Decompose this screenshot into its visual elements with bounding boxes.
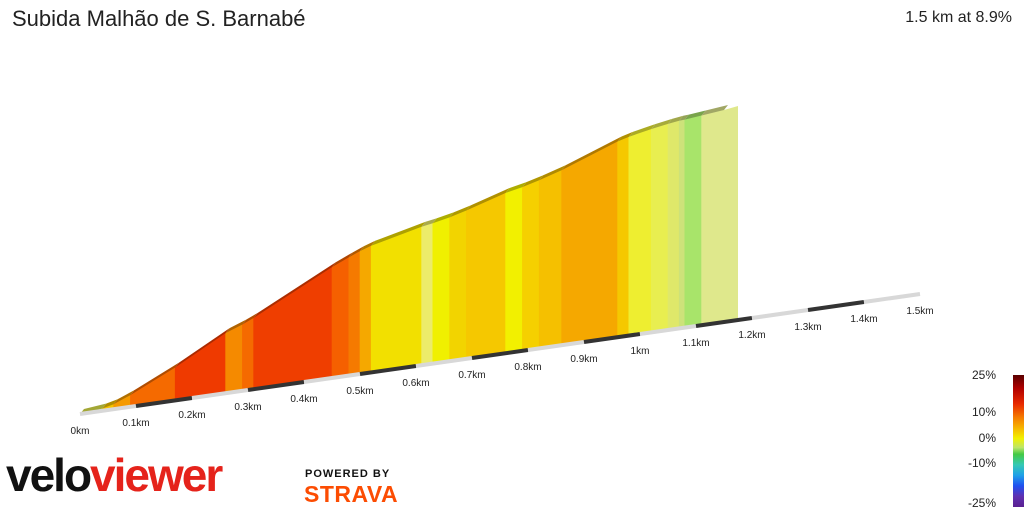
profile-end-face xyxy=(724,106,738,322)
profile-top-edge xyxy=(360,240,376,252)
powered-by-label: POWERED BY xyxy=(305,468,391,480)
segment-title: Subida Malhão de S. Barnabé xyxy=(12,6,306,31)
distance-tick-label: 1.3km xyxy=(794,322,821,333)
profile-top-edge xyxy=(628,124,656,137)
gradient-segment xyxy=(449,210,467,362)
legend-label-max: 25% xyxy=(971,368,996,382)
distance-tick-label: 0km xyxy=(71,426,90,437)
distance-band xyxy=(751,308,809,320)
logo-viewer-text: viewer xyxy=(90,449,223,501)
gradient-segment xyxy=(678,119,686,329)
distance-tick-label: 1.1km xyxy=(682,338,709,349)
gradient-segment xyxy=(650,123,669,333)
distance-tick-label: 1.4km xyxy=(850,314,877,325)
strava-logo[interactable]: STRAVA xyxy=(304,481,399,507)
profile-top-edge xyxy=(449,205,471,218)
distance-band xyxy=(639,324,697,336)
profile-top-edge xyxy=(113,390,135,405)
gradient-segment xyxy=(505,186,523,354)
gradient-segment xyxy=(348,250,361,376)
distance-tick-label: 1km xyxy=(631,346,650,357)
gradient-segment xyxy=(667,120,680,331)
distance-band xyxy=(191,388,249,400)
profile-top-edge xyxy=(684,110,706,120)
gradient-segment xyxy=(242,317,254,392)
distance-tick-label: 1.2km xyxy=(738,330,765,341)
profile-top-edge xyxy=(348,246,364,258)
distance-band xyxy=(247,380,305,392)
logo-velo-text: velo xyxy=(6,449,92,501)
gradient-segment xyxy=(538,169,562,349)
distance-band xyxy=(471,348,529,360)
profile-top-edge xyxy=(175,328,230,368)
profile-top-edge xyxy=(539,165,566,181)
gradient-segment xyxy=(466,192,506,360)
gradient-segment xyxy=(561,140,618,346)
legend-label-neg10: -10% xyxy=(967,456,996,470)
profile-top-edge xyxy=(421,218,437,227)
gradient-segment xyxy=(701,109,725,326)
profile-top-edge xyxy=(668,115,684,124)
gradient-segment xyxy=(253,266,333,390)
distance-band xyxy=(415,356,473,368)
profile-top-edge xyxy=(225,319,247,334)
distance-tick-label: 1.5km xyxy=(906,306,933,317)
gradient-legend: 25% 10% 0% -10% -25% xyxy=(954,368,1024,512)
distance-band xyxy=(583,332,641,344)
gradient-segment xyxy=(617,136,630,338)
distance-band xyxy=(303,372,361,384)
profile-top-edge xyxy=(679,114,689,121)
gradient-segment xyxy=(174,332,226,401)
veloviewer-logo[interactable]: veloviewer xyxy=(6,449,223,501)
profile-top-edge xyxy=(253,262,336,318)
profile-top-edge xyxy=(130,362,180,396)
distance-band xyxy=(359,364,417,376)
distance-band xyxy=(79,404,137,416)
distance-tick-label: 0.1km xyxy=(122,418,149,429)
distance-band xyxy=(135,396,193,408)
gradient-color-scale xyxy=(1013,375,1024,507)
distance-band xyxy=(527,340,585,352)
distance-tick-label: 0.4km xyxy=(290,394,317,405)
distance-tick-label: 0.3km xyxy=(234,402,261,413)
gradient-segment xyxy=(370,226,422,373)
distance-tick-label: 0.5km xyxy=(346,386,373,397)
distance-band xyxy=(695,316,753,328)
profile-top-edge xyxy=(242,312,258,325)
distance-tick-label: 0.7km xyxy=(458,370,485,381)
profile-top-edge xyxy=(651,118,672,130)
distance-tick-label: 0.8km xyxy=(514,362,541,373)
gradient-segment xyxy=(421,222,434,366)
profile-top-edge xyxy=(701,105,728,116)
profile-top-edge xyxy=(561,136,622,171)
gradient-segment xyxy=(225,323,243,394)
distance-tick-label: 0.6km xyxy=(402,378,429,389)
legend-label-0: 0% xyxy=(978,431,996,445)
gradient-segment xyxy=(359,245,372,375)
gradient-segment xyxy=(628,128,652,336)
profile-top-edge xyxy=(505,182,527,193)
profile-top-edge xyxy=(617,131,633,142)
distance-tick-label: 0.9km xyxy=(570,354,597,365)
gradient-segment xyxy=(331,256,350,379)
gradient-segment xyxy=(522,179,540,352)
distance-tick-label: 0.2km xyxy=(178,410,205,421)
profile-top-edge xyxy=(466,187,510,211)
distance-band xyxy=(807,300,865,312)
gradient-segment xyxy=(684,115,702,328)
profile-top-edge xyxy=(371,221,426,246)
distance-band xyxy=(863,292,921,304)
profile-top-edge xyxy=(102,399,118,409)
legend-label-10: 10% xyxy=(971,405,996,419)
legend-label-min: -25% xyxy=(967,496,996,510)
profile-top-edge xyxy=(332,252,353,268)
profile-top-edge xyxy=(432,212,454,224)
profile-top-edge xyxy=(522,175,544,188)
gradient-segment xyxy=(432,216,450,364)
distance-grade-summary: 1.5 km at 8.9% xyxy=(905,9,1012,26)
